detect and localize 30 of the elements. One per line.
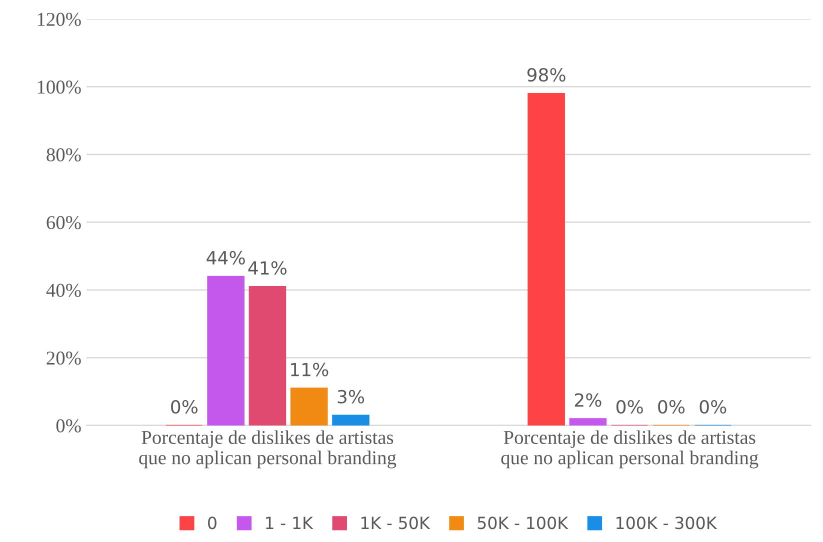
y-tick-label: 40% bbox=[46, 284, 81, 297]
bar bbox=[290, 388, 328, 426]
bar bbox=[569, 418, 607, 426]
data-label: 44% bbox=[206, 250, 245, 265]
bar bbox=[528, 92, 565, 426]
data-label: 0% bbox=[616, 400, 643, 414]
data-label: 3% bbox=[338, 390, 364, 404]
data-label: 98% bbox=[527, 68, 566, 82]
legend-label: 100K - 300K bbox=[616, 516, 718, 530]
data-label: 0% bbox=[171, 400, 198, 414]
x-tick-label: Porcentaje de dislikes de artistas que no aplican personal branding bbox=[501, 430, 758, 468]
data-label: 41% bbox=[248, 261, 287, 275]
bar bbox=[207, 276, 244, 426]
legend-label: 50K - 100K bbox=[478, 516, 568, 530]
y-tick-label: 60% bbox=[46, 216, 81, 230]
legend-label: 0 bbox=[208, 516, 216, 530]
data-label: 11% bbox=[291, 362, 328, 376]
y-tick-label: 100% bbox=[38, 80, 81, 94]
legend-label: 1K - 50K bbox=[361, 516, 430, 530]
bar bbox=[332, 414, 370, 426]
y-tick-label: 0% bbox=[56, 419, 81, 432]
data-label: 0% bbox=[658, 400, 685, 414]
x-tick-label: Porcentaje de dislikes de artistas que no aplican personal branding bbox=[139, 430, 396, 468]
bar bbox=[248, 286, 286, 426]
y-tick-label: 20% bbox=[46, 352, 81, 365]
y-tick-label: 120% bbox=[38, 12, 81, 26]
y-tick-label: 80% bbox=[46, 148, 81, 162]
data-label: 0% bbox=[700, 400, 726, 414]
legend-label: 1 - 1K bbox=[266, 516, 314, 529]
data-label: 2% bbox=[574, 393, 602, 407]
